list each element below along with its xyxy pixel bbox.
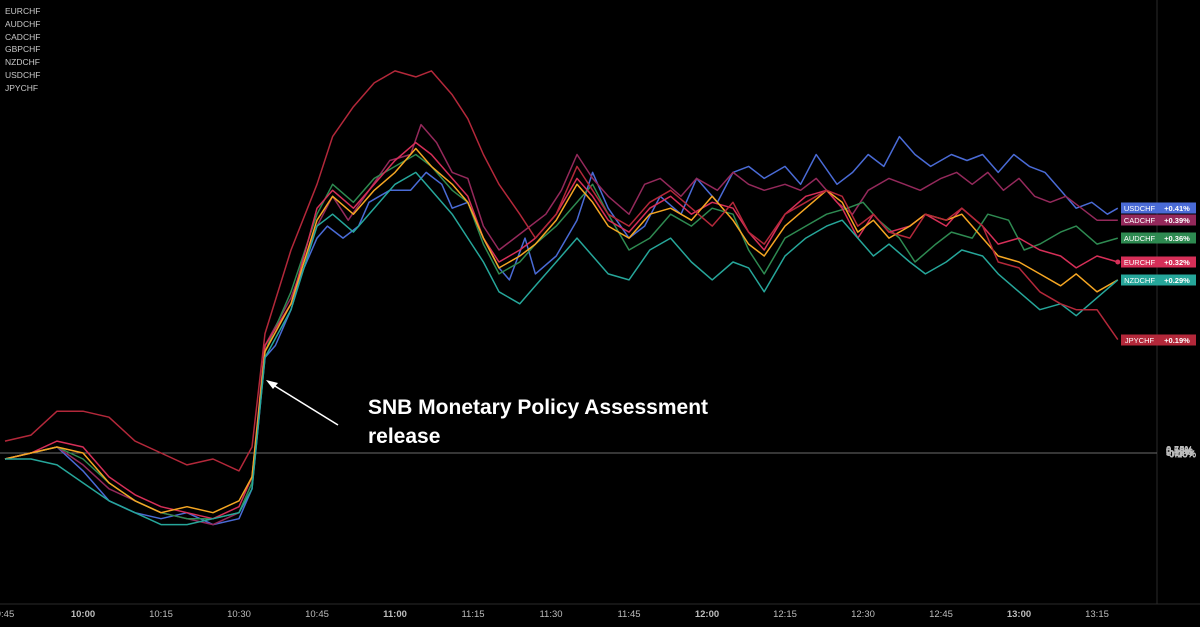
x-tick-label: 13:00 <box>1007 609 1031 620</box>
price-label-value: +0.29% <box>1164 276 1190 285</box>
y-tick-label: -0.00% <box>1166 449 1197 460</box>
legend-item-cadchf: CADCHF <box>5 31 41 42</box>
x-tick-label: 10:00 <box>71 609 95 620</box>
y-tick-label: -0.05% <box>1166 449 1197 460</box>
legend-item-eurchf: EURCHF <box>5 6 41 16</box>
legend-item-usdchf: USDCHF <box>5 69 41 80</box>
series-line-cadchf <box>4 123 1118 526</box>
series-endpoint-eurchf <box>1115 259 1121 265</box>
x-tick-label: 11:45 <box>617 609 640 620</box>
y-tick-label: 0.15% <box>1166 448 1193 459</box>
price-label-nzdchf: NZDCHF +0.29% <box>1121 274 1196 286</box>
x-tick-label: 13:15 <box>1085 609 1109 620</box>
price-label-cadchf: CADCHF +0.39% <box>1121 214 1196 226</box>
price-label-symbol: CADCHF <box>1124 216 1156 225</box>
legend: EURCHF AUDCHF CADCHF GBPCHF NZDCHF USDCHF JPYC… <box>5 5 40 95</box>
price-label-value: +0.39% <box>1164 216 1190 225</box>
y-tick-label: 0.55% <box>1166 445 1193 456</box>
y-tick-label: 0.25% <box>1166 447 1193 458</box>
price-label-usdchf: USDCHF +0.41% <box>1121 202 1196 214</box>
y-tick-label: 0.70% <box>1166 444 1193 455</box>
series-line-nzdchf <box>5 171 1119 526</box>
series-layer <box>4 70 1121 526</box>
price-label-eurchf: EURCHF +0.32% <box>1121 256 1196 268</box>
x-tick-label: 10:45 <box>305 609 329 620</box>
legend-item-audchf: AUDCHF <box>5 18 41 29</box>
price-label-value: +0.41% <box>1164 204 1190 213</box>
y-tick-label: 0.60% <box>1166 445 1193 456</box>
y-tick-label: -0.15% <box>1166 449 1197 460</box>
y-tick-label: 0.45% <box>1166 446 1193 457</box>
series-price-labels: USDCHF +0.41% CADCHF +0.39% AUDCHF +0.36% EURC… <box>1121 202 1196 346</box>
price-label-symbol: AUDCHF <box>1124 234 1156 243</box>
x-tick-label: 11:15 <box>461 609 484 620</box>
y-tick-label: -0.20% <box>1166 450 1197 461</box>
y-tick-label: 0.05% <box>1166 448 1193 459</box>
x-tick-label: 12:45 <box>929 609 953 620</box>
legend-item-jpychf: JPYCHF <box>5 82 39 93</box>
y-tick-label: -0.10% <box>1166 449 1197 460</box>
price-label-audchf: AUDCHF +0.36% <box>1121 232 1196 244</box>
price-label-value: +0.36% <box>1164 234 1190 243</box>
x-tick-label: 12:30 <box>851 609 875 620</box>
x-tick-label: 10:15 <box>149 609 173 620</box>
x-tick-label: 12:15 <box>773 609 797 620</box>
price-label-symbol: JPYCHF <box>1125 336 1155 345</box>
price-label-symbol: NZDCHF <box>1124 276 1155 285</box>
annotation: SNB Monetary Policy Assessment release <box>368 393 708 451</box>
series-line-jpychf <box>4 70 1119 472</box>
x-tick-label: 9:45 <box>0 609 14 620</box>
series-line-eurchf <box>4 141 1119 520</box>
series-line-usdchf <box>4 135 1119 526</box>
y-tick-label: 0.65% <box>1166 445 1193 456</box>
legend-item-gbpchf: GBPCHF <box>5 44 41 55</box>
price-label-symbol: EURCHF <box>1124 258 1156 267</box>
x-tick-label: 10:30 <box>227 609 251 620</box>
annotation-arrow <box>266 380 339 426</box>
price-label-value: +0.32% <box>1164 258 1190 267</box>
annotation-line-1: SNB Monetary Policy Assessment <box>368 396 709 419</box>
annotation-line-2: release <box>368 425 441 448</box>
series-line-audchf <box>4 153 1119 520</box>
y-axis: 0.70%0.65%0.60%0.55%0.50%0.45%0.25%0.15%… <box>1166 444 1197 460</box>
price-label-symbol: USDCHF <box>1124 204 1156 213</box>
price-label-jpychf: JPYCHF +0.19% <box>1121 334 1196 346</box>
x-axis: 9:45 10:00 10:15 10:30 10:45 11:00 11:15 11:30 1… <box>0 609 1109 620</box>
x-tick-label: 12:00 <box>695 609 719 620</box>
x-tick-label: 11:30 <box>539 609 562 620</box>
x-tick-label: 11:00 <box>383 609 407 620</box>
y-tick-label: 0.10% <box>1166 448 1193 459</box>
price-label-value: +0.19% <box>1164 336 1190 345</box>
y-tick-label: 0.50% <box>1166 446 1193 457</box>
legend-item-nzdchf: NZDCHF <box>5 57 40 68</box>
